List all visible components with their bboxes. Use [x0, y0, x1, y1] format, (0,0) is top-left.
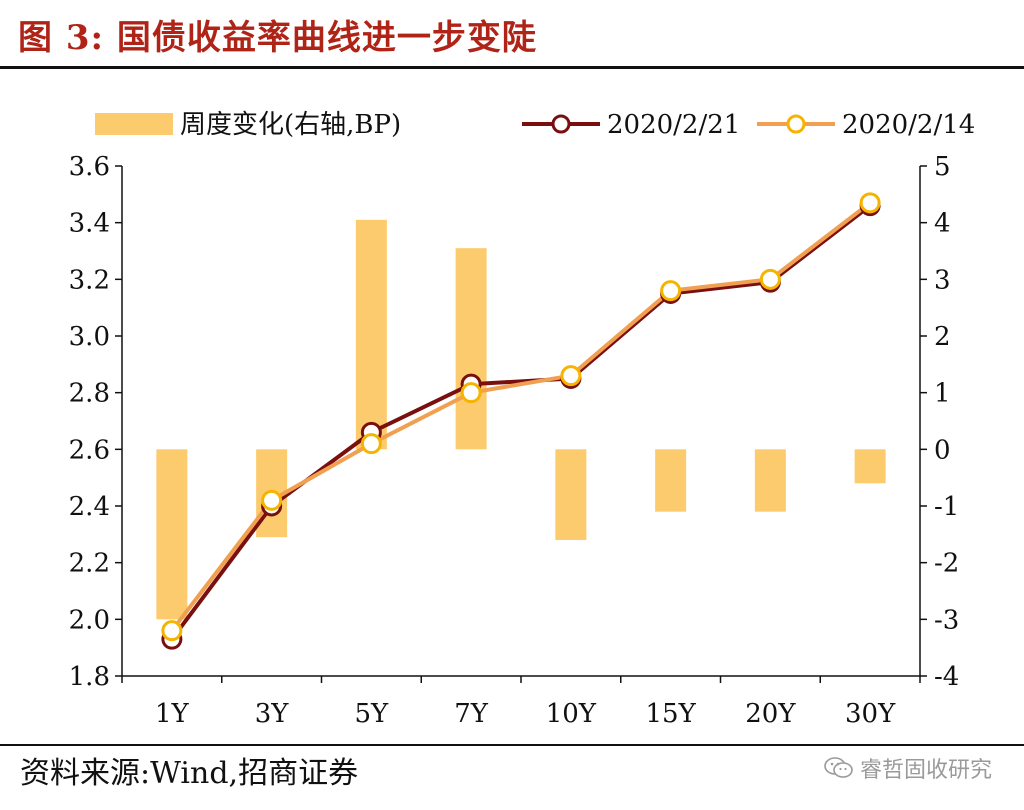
y-right-tick-label: 4 — [934, 209, 951, 239]
source-note: 资料来源:Wind,招商证券 — [20, 756, 359, 791]
y-right-tick-label: 2 — [934, 322, 951, 352]
y-left-tick-label: 2.2 — [69, 549, 110, 579]
point-2020/2/14-3Y — [261, 489, 283, 511]
x-tick-label-30Y: 30Y — [845, 699, 896, 729]
x-tick-label-1Y: 1Y — [155, 699, 190, 729]
y-left-tick-label: 1.8 — [69, 662, 110, 692]
series-line-2020/2/21 — [170, 204, 872, 641]
y-left-tick-label: 3.6 — [69, 152, 110, 182]
y-right-tick-label: -1 — [934, 492, 959, 522]
y-right-tick-label: -4 — [934, 662, 959, 692]
x-tick-label-3Y: 3Y — [255, 699, 290, 729]
x-tick-label-5Y: 5Y — [355, 699, 390, 729]
axes: 1.8 2.0 2.2 2.4 2.6 2.8 3.0 3.2 3.4 3.6 -4 -3 -2 -1 0 1… — [69, 152, 960, 729]
point-2020/2/14-20Y — [759, 268, 781, 290]
chart: 1.8 2.0 2.2 2.4 2.6 2.8 3.0 3.2 3.4 3.6 -4 -3 -2 -1 0 1… — [69, 110, 976, 729]
legend-label-bars: 周度变化(右轴,BP) — [180, 110, 401, 140]
x-tick-label-20Y: 20Y — [745, 699, 796, 729]
point-2020/2/14-5Y — [360, 433, 382, 455]
x-tick-label-10Y: 10Y — [546, 699, 597, 729]
y-left-tick-label: 2.0 — [69, 605, 110, 635]
watermark-text: 睿哲固收研究 — [859, 758, 992, 783]
point-2020/2/14-10Y — [560, 365, 582, 387]
series-line-2020/2/14 — [170, 201, 872, 632]
y-right-tick-label: 5 — [934, 152, 951, 182]
bar-30Y — [854, 449, 886, 484]
bar-20Y — [754, 449, 786, 512]
bar-7Y — [455, 248, 487, 450]
legend-swatch-bars — [95, 113, 173, 135]
x-tick-label-7Y: 7Y — [454, 699, 489, 729]
y-left-tick-label: 2.4 — [69, 492, 110, 522]
bar-group — [156, 219, 886, 620]
line-group — [161, 192, 881, 650]
bottom-rule — [0, 744, 1024, 746]
legend-label-previous: 2020/2/14 — [842, 110, 975, 140]
y-left-tick-label: 3.4 — [69, 209, 110, 239]
legend-marker-current — [551, 114, 571, 134]
point-2020/2/14-30Y — [859, 192, 881, 214]
bar-5Y — [355, 219, 387, 450]
bar-10Y — [555, 449, 587, 540]
y-right-tick-label: 1 — [934, 379, 951, 409]
y-right-tick-label: 0 — [934, 435, 951, 465]
y-left-tick-label: 3.2 — [69, 265, 110, 295]
wechat-icon — [824, 757, 853, 778]
watermark: 睿哲固收研究 — [824, 752, 992, 784]
point-2020/2/14-1Y — [161, 620, 183, 642]
y-left-tick-label: 3.0 — [69, 322, 110, 352]
legend-label-current: 2020/2/21 — [607, 110, 740, 140]
bar-1Y — [156, 449, 188, 620]
top-rule — [0, 66, 1024, 69]
bar-15Y — [655, 449, 687, 512]
point-2020/2/14-15Y — [660, 280, 682, 302]
legend-marker-previous — [786, 114, 806, 134]
legend: 周度变化(右轴,BP) 2020/2/21 2020/2/14 — [95, 110, 975, 140]
y-left-tick-label: 2.6 — [69, 435, 110, 465]
x-tick-label-15Y: 15Y — [646, 699, 697, 729]
y-right-tick-label: -3 — [934, 605, 959, 635]
y-right-tick-label: -2 — [934, 549, 959, 579]
figure-title: 图 3: 国债收益率曲线进一步变陡 — [18, 18, 537, 58]
y-left-tick-label: 2.8 — [69, 379, 110, 409]
point-2020/2/14-7Y — [460, 382, 482, 404]
y-right-tick-label: 3 — [934, 265, 951, 295]
